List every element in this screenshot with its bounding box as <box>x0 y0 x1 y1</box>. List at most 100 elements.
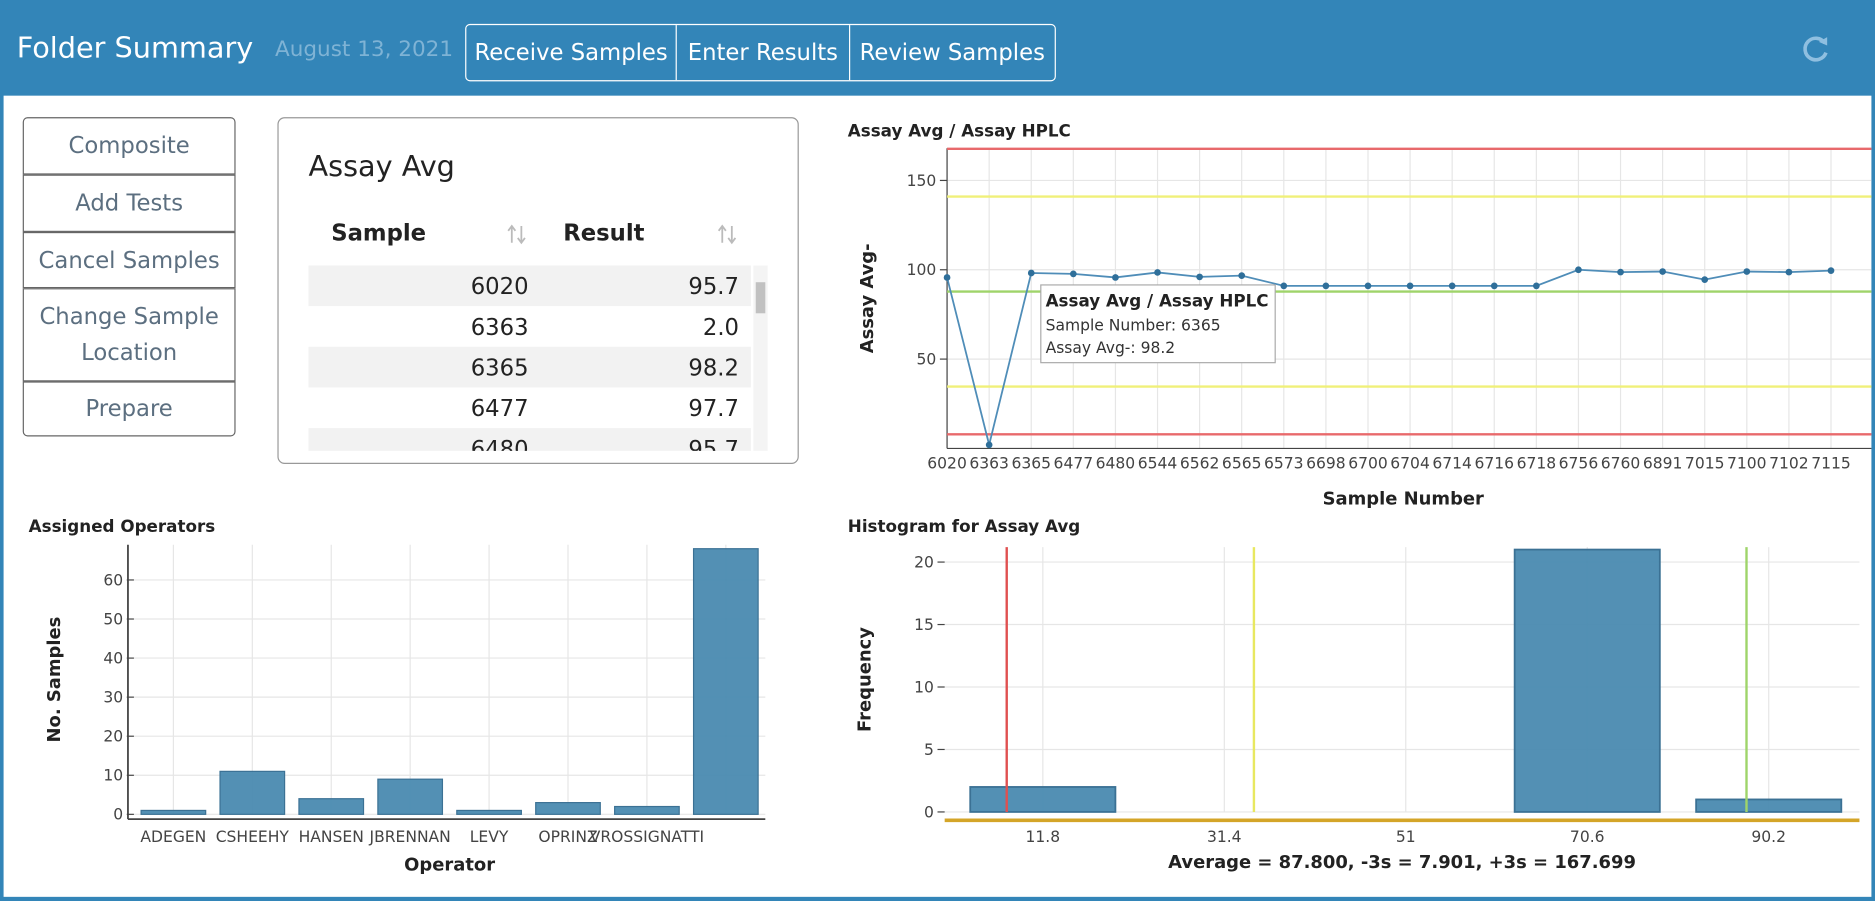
point <box>1280 282 1288 290</box>
y-tick-label: 100 <box>907 261 937 279</box>
x-tick-label: 11.8 <box>1026 828 1061 846</box>
x-tick-label: 6573 <box>1264 455 1304 473</box>
sort-icon[interactable] <box>716 224 738 246</box>
action-button[interactable]: Prepare <box>22 381 236 437</box>
bar <box>140 809 207 815</box>
action-button[interactable]: Change Sample Location <box>22 288 236 382</box>
point <box>1827 267 1835 275</box>
column-header[interactable]: Result <box>563 220 645 247</box>
x-tick-label: 6756 <box>1559 455 1599 473</box>
x-tick-label: 6891 <box>1643 455 1683 473</box>
x-tick-label: 6365 <box>1011 455 1051 473</box>
x-tick-label: 6020 <box>927 455 967 473</box>
x-tick-label: 6714 <box>1432 455 1472 473</box>
x-tick-label: 6760 <box>1601 455 1641 473</box>
y-tick-label: 20 <box>914 553 934 571</box>
y-tick-label: 50 <box>917 350 937 368</box>
bar <box>969 786 1117 813</box>
x-tick-label: 31.4 <box>1207 828 1242 846</box>
point <box>1364 282 1372 290</box>
point <box>1743 268 1751 275</box>
x-tick-label: ADEGEN <box>140 828 206 846</box>
x-tick-label: 6477 <box>1054 455 1094 473</box>
table-cell: 6020 <box>470 273 529 301</box>
x-tick-label: CSHEEHY <box>216 828 290 846</box>
sort-icon[interactable] <box>506 224 528 246</box>
y-axis-title: Assay Avg- <box>857 243 878 353</box>
table-cell: 6363 <box>470 314 529 341</box>
point <box>1406 282 1414 290</box>
tab[interactable]: Review Samples <box>859 39 1045 66</box>
x-tick-label: 7115 <box>1811 455 1851 473</box>
table-cell: 95.7 <box>688 436 739 451</box>
point <box>1196 273 1203 281</box>
x-tick-label: 7100 <box>1727 455 1767 473</box>
point <box>1659 268 1666 275</box>
point <box>1617 268 1624 276</box>
tooltip-title: Assay Avg / Assay HPLC <box>1046 290 1269 310</box>
point <box>943 274 951 281</box>
table-row[interactable]: 6020 95.7 <box>308 265 751 307</box>
x-tick-label: 6363 <box>969 455 1009 473</box>
bar <box>614 805 680 815</box>
action-button[interactable]: Composite <box>22 117 236 175</box>
bar <box>298 798 365 815</box>
y-tick-label: 0 <box>113 806 123 824</box>
line <box>946 268 1832 446</box>
y-tick-label: 60 <box>103 571 123 589</box>
table-row[interactable]: 6477 97.7 <box>309 387 751 428</box>
table-row[interactable]: 6363 2.0 <box>309 306 751 347</box>
table-row[interactable]: 6480 95.7 <box>308 428 751 451</box>
chart-title: Assigned Operators <box>29 516 216 536</box>
tab-group: Receive Samples Enter Results Review Sam… <box>465 23 1056 82</box>
point <box>1112 274 1119 281</box>
table-cell: 2.0 <box>702 314 739 341</box>
scrollbar[interactable] <box>753 265 768 451</box>
action-button[interactable]: Cancel Samples <box>22 231 236 289</box>
x-tick-label: 6565 <box>1222 455 1262 473</box>
point <box>1238 272 1246 280</box>
x-tick-label: 6704 <box>1390 455 1430 473</box>
x-tick-label: 6544 <box>1138 455 1178 473</box>
action-button[interactable]: Add Tests <box>22 174 236 232</box>
table-row[interactable]: 6365 98.2 <box>308 346 751 388</box>
table-title: Assay Avg <box>308 149 455 183</box>
x-tick-label: 7015 <box>1685 455 1725 473</box>
point <box>985 441 993 449</box>
x-tick-label: VROSSIGNATTI <box>590 828 704 846</box>
point <box>1027 269 1035 277</box>
x-tick-label: 6718 <box>1517 455 1557 473</box>
x-tick-label: 70.6 <box>1570 828 1605 846</box>
point <box>1575 266 1582 274</box>
refresh-button[interactable] <box>1801 33 1832 64</box>
y-tick-label: 50 <box>103 610 123 628</box>
bar <box>692 548 759 815</box>
tab[interactable]: Enter Results <box>677 25 850 81</box>
x-tick-label: 7102 <box>1769 455 1809 473</box>
x-tick-label: JBRENNAN <box>368 828 450 846</box>
chart-title: Assay Avg / Assay HPLC <box>848 120 1071 140</box>
tooltip-line: Assay Avg-: 98.2 <box>1046 339 1176 357</box>
x-tick-label: 90.2 <box>1751 828 1786 846</box>
tab[interactable]: Receive Samples <box>466 25 678 81</box>
table-card: Assay Avg Sample Result 6020 95.7 6363 2.0 6… <box>277 117 799 464</box>
y-tick-label: 10 <box>914 678 934 696</box>
bar <box>219 770 286 815</box>
table-cell: 6477 <box>470 395 529 423</box>
table-cell: 98.2 <box>688 355 739 382</box>
point <box>1322 282 1330 290</box>
y-tick-label: 0 <box>924 803 934 821</box>
bar <box>1695 798 1843 813</box>
x-axis-title: Sample Number <box>1323 489 1484 510</box>
table-cell: 6365 <box>470 355 529 382</box>
point <box>1490 282 1498 290</box>
table-body: 6020 95.7 6363 2.0 6365 98.2 6477 97.7 6480 95.7 <box>308 265 751 451</box>
y-tick-label: 15 <box>914 616 934 634</box>
x-tick-label: 51 <box>1396 828 1416 846</box>
column-header[interactable]: Sample <box>331 220 427 247</box>
point <box>1533 282 1540 290</box>
bar <box>377 778 444 815</box>
